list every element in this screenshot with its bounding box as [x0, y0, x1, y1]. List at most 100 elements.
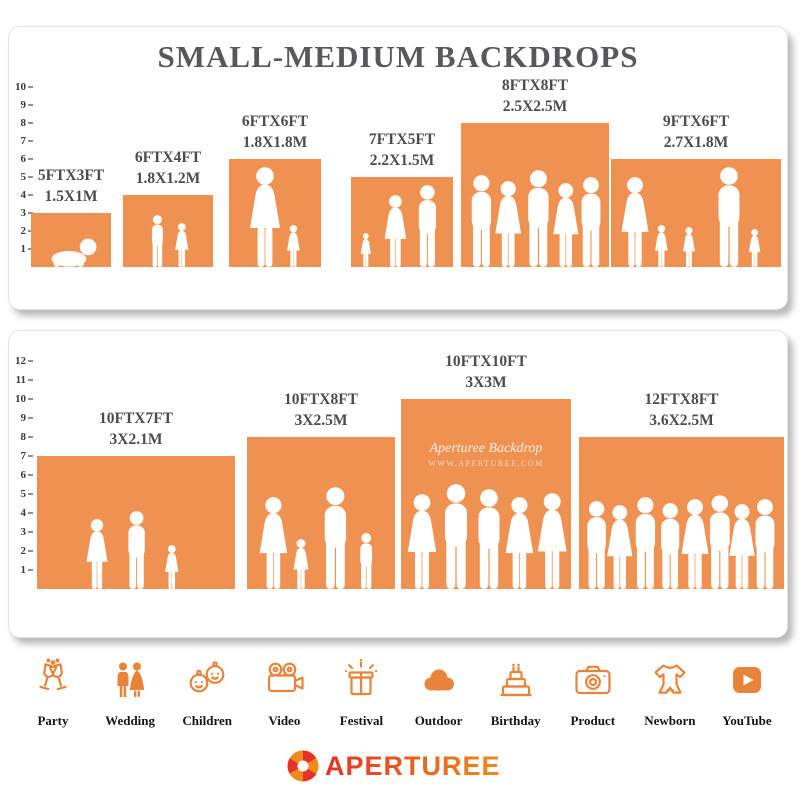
backdrop-size-label: 9FTX6FT 2.7X1.8M — [663, 112, 729, 154]
size-ft: 8FTX8FT — [501, 77, 569, 95]
backdrop-bar-12x8: 12FTX8FT 3.6X2.5M — [579, 391, 784, 589]
size-m: 2.5X2.5M — [502, 98, 568, 116]
baby-silhouette — [51, 238, 97, 267]
backdrop-size-label: 10FTX8FT 3X2.5M — [284, 390, 358, 432]
category-product: Product — [556, 658, 630, 729]
backdrop-bar-10x8: 10FTX8FT 3X2.5M — [247, 391, 395, 589]
size-m: 2.2X1.5M — [369, 152, 435, 170]
large-backdrops-panel: 12 11 10 9 8 7 6 5 4 3 2 1 10FTX7FT 3X2.… — [8, 330, 788, 638]
backdrop-bar-6x6: 6FTX6FT 1.8X1.8M — [229, 113, 321, 267]
people-silhouette — [250, 167, 300, 267]
category-label: Children — [182, 713, 233, 728]
axis-tick: 7 — [13, 448, 33, 464]
people-silhouette — [86, 511, 179, 589]
people-silhouette — [407, 484, 567, 589]
backdrop-size-label: 8FTX8FT 2.5X2.5M — [502, 76, 568, 118]
size-m: 3X2.5M — [294, 412, 348, 430]
axis-tick: 6 — [13, 467, 33, 483]
backdrop-size-label: 6FTX4FT 1.8X1.2M — [135, 148, 201, 190]
play-button-icon — [732, 667, 761, 693]
size-ft: 6FTX4FT — [134, 149, 202, 167]
category-label: Product — [570, 713, 616, 728]
axis-tick: 6 — [13, 151, 33, 167]
backdrop-size-label: 6FTX6FT 1.8X1.8M — [242, 112, 308, 154]
video-camera-icon — [268, 662, 304, 693]
category-party: Party — [16, 658, 90, 729]
category-festival: Festival — [324, 658, 398, 729]
size-m: 1.8X1.2M — [135, 170, 201, 188]
backdrop-bar-8x8: 8FTX8FT 2.5X2.5M — [461, 77, 609, 267]
backdrop-bar-9x6: 9FTX6FT 2.7X1.8M — [611, 113, 781, 267]
size-m: 1.8X1.8M — [242, 134, 308, 152]
category-label: Wedding — [105, 713, 156, 728]
size-m: 3.6X2.5M — [649, 412, 714, 430]
axis-tick: 9 — [13, 97, 33, 113]
axis-tick: 7 — [13, 133, 33, 149]
watermark: Aperturee Backdrop WWW.APERTUREE.COM — [401, 441, 571, 468]
page-title: SMALL-MEDIUM BACKDROPS — [157, 39, 639, 74]
axis-tick: 3 — [13, 205, 33, 221]
children-faces-icon — [189, 661, 225, 693]
size-ft: 10FTX8FT — [283, 391, 359, 409]
axis-tick: 9 — [13, 410, 33, 426]
size-m: 2.7X1.8M — [663, 134, 729, 152]
axis-tick: 5 — [13, 169, 33, 185]
category-label: Party — [37, 713, 69, 728]
cloud-icon — [424, 669, 454, 691]
category-children: Children — [170, 658, 244, 729]
category-newborn: Newborn — [633, 658, 707, 729]
backdrop-size-label: 10FTX10FT 3X3M — [445, 352, 527, 394]
backdrop-bar-5x3: 5FTX3FT 1.5X1M — [31, 167, 111, 267]
axis-tick: 10 — [15, 393, 33, 405]
small-medium-backdrops-panel: SMALL-MEDIUM BACKDROPS 10 9 8 7 6 5 4 3 … — [8, 26, 788, 310]
size-m: 3X2.1M — [109, 431, 163, 449]
people-silhouette — [151, 215, 189, 267]
axis-tick: 11 — [13, 372, 33, 388]
camera-icon — [575, 665, 611, 695]
category-label: Video — [268, 713, 301, 728]
axis-tick: 5 — [13, 486, 33, 502]
logo-text: APERTUREE — [325, 751, 501, 781]
size-ft: 9FTX6FT — [662, 113, 730, 131]
category-label: YouTube — [722, 713, 772, 728]
backdrop-size-label: 10FTX7FT 3X2.1M — [99, 409, 173, 451]
size-ft: 12FTX8FT — [644, 391, 719, 409]
category-birthday: Birthday — [479, 658, 553, 729]
axis-tick: 2 — [13, 223, 33, 239]
watermark-url: WWW.APERTUREE.COM — [428, 459, 544, 468]
festival-gift-icon — [345, 658, 378, 696]
backdrop-bar-6x4: 6FTX4FT 1.8X1.2M — [123, 149, 213, 267]
watermark-brand: Aperturee Backdrop — [429, 441, 543, 456]
backdrop-size-label: 5FTX3FT 1.5X1M — [38, 166, 104, 208]
category-video: Video — [247, 658, 321, 729]
people-silhouette — [259, 487, 373, 589]
size-ft: 7FTX5FT — [368, 131, 436, 149]
backdrop-bar-7x5: 7FTX5FT 2.2X1.5M — [351, 131, 453, 267]
size-ft: 10FTX10FT — [445, 353, 527, 371]
aperturee-logo: APERTUREE — [0, 749, 800, 783]
people-silhouette — [621, 167, 761, 267]
axis-tick: 1 — [13, 562, 33, 578]
axis-tick: 1 — [13, 241, 33, 257]
category-wedding: Wedding — [93, 658, 167, 729]
axis-tick: 4 — [13, 187, 33, 203]
category-row: Party Wedding Children — [16, 658, 784, 729]
axis-tick: 2 — [13, 543, 33, 559]
category-label: Birthday — [490, 713, 541, 728]
backdrop-size-label: 12FTX8FT 3.6X2.5M — [644, 390, 718, 432]
backdrop-size-label: 7FTX5FT 2.2X1.5M — [369, 130, 435, 172]
axis-tick: 10 — [15, 81, 33, 93]
axis-tick: 3 — [13, 524, 33, 540]
category-label: Festival — [339, 713, 384, 728]
axis-tick: 8 — [13, 115, 33, 131]
category-label: Outdoor — [414, 713, 463, 728]
size-ft: 5FTX3FT — [37, 167, 105, 185]
people-silhouette — [471, 170, 601, 267]
party-glasses-icon — [39, 658, 67, 691]
category-outdoor: Outdoor — [402, 658, 476, 729]
aperture-icon — [287, 750, 318, 782]
backdrop-bar-10x10: 10FTX10FT 3X3M Aperturee Backdrop WWW.AP… — [401, 353, 571, 589]
logo-wordmark: APERTUREE — [325, 751, 501, 781]
birthday-cake-icon — [500, 663, 532, 697]
size-m: 3X3M — [465, 374, 507, 392]
